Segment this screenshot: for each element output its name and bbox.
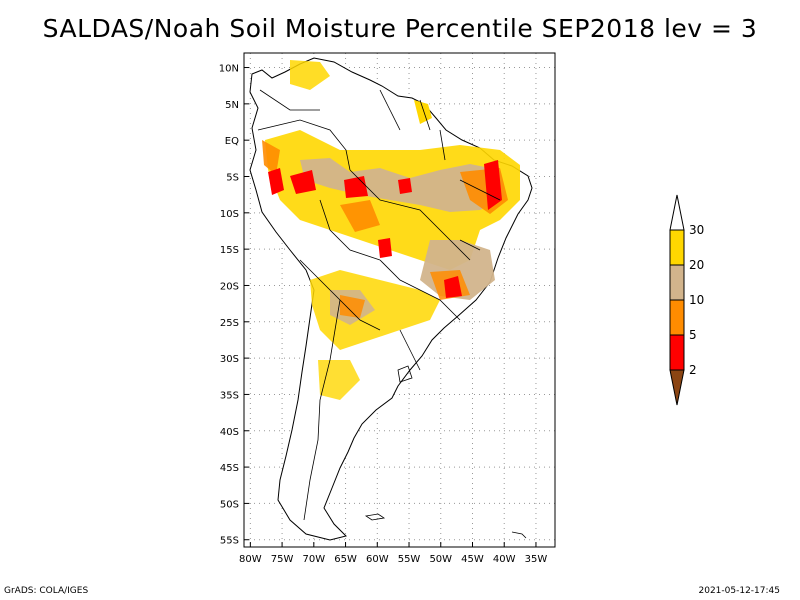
legend-label: 30 bbox=[689, 223, 704, 237]
lon-label: 80W bbox=[239, 554, 262, 565]
lat-label: 55S bbox=[220, 536, 239, 547]
lat-label: 40S bbox=[220, 427, 239, 438]
legend-bin bbox=[669, 229, 685, 266]
lat-label: 5S bbox=[226, 173, 239, 184]
lon-label: 70W bbox=[303, 554, 326, 565]
legend-label: 5 bbox=[689, 328, 697, 342]
legend-bin bbox=[669, 264, 685, 301]
lon-label: 50W bbox=[429, 554, 452, 565]
lon-label: 60W bbox=[366, 554, 389, 565]
lon-label: 75W bbox=[271, 554, 294, 565]
lon-label: 55W bbox=[398, 554, 421, 565]
lat-label: 45S bbox=[220, 463, 239, 474]
patch-2-5-b bbox=[290, 170, 316, 194]
patch-2-5-d bbox=[398, 178, 412, 194]
patch-5-10-a bbox=[262, 140, 280, 175]
legend-label: 10 bbox=[689, 293, 704, 307]
lat-label: EQ bbox=[225, 136, 239, 147]
lon-label: 65W bbox=[334, 554, 357, 565]
patch-5-10-c bbox=[340, 200, 380, 232]
colorbar-legend: 30 20 10 5 2 bbox=[669, 194, 704, 406]
lat-label: 50S bbox=[220, 499, 239, 510]
legend-arrow-bottom bbox=[669, 369, 685, 406]
lat-label: 30S bbox=[220, 354, 239, 365]
patch-2-5-g bbox=[378, 238, 392, 258]
patch-20-30-caribbean bbox=[290, 60, 330, 90]
lat-label: 20S bbox=[220, 281, 239, 292]
lat-label: 35S bbox=[220, 390, 239, 401]
lon-label: 35W bbox=[525, 554, 548, 565]
country-borders bbox=[257, 89, 501, 521]
lat-label: 15S bbox=[220, 245, 239, 256]
lat-label: 25S bbox=[220, 318, 239, 329]
lon-label: 40W bbox=[493, 554, 516, 565]
lagoon-outline bbox=[397, 365, 413, 383]
patch-2-5-c bbox=[344, 176, 368, 198]
patch-2-5-e bbox=[484, 160, 502, 210]
percentile-patches bbox=[262, 60, 520, 400]
legend-label: 2 bbox=[689, 363, 697, 377]
lat-label: 10N bbox=[219, 64, 239, 75]
legend-bin bbox=[669, 299, 685, 336]
timestamp: 2021-05-12-17:45 bbox=[698, 586, 781, 596]
legend-bin bbox=[669, 334, 685, 371]
falkland-islands bbox=[364, 513, 386, 521]
map-title: SALDAS/Noah Soil Moisture Percentile SEP… bbox=[42, 14, 758, 43]
patch-20-30-guiana bbox=[414, 100, 432, 124]
south-georgia-outline bbox=[511, 531, 527, 539]
lon-label: 45W bbox=[461, 554, 484, 565]
legend-label: 20 bbox=[689, 258, 704, 272]
lat-label: 5N bbox=[225, 100, 239, 111]
legend-arrow-top bbox=[669, 194, 685, 231]
lat-label: 10S bbox=[220, 209, 239, 220]
grads-credit: GrADS: COLA/IGES bbox=[4, 586, 89, 596]
patch-20-30-pampas bbox=[318, 360, 360, 400]
patch-2-5-f bbox=[444, 276, 462, 298]
patch-2-5-a bbox=[268, 168, 284, 195]
patch-5-10-e bbox=[340, 295, 365, 318]
